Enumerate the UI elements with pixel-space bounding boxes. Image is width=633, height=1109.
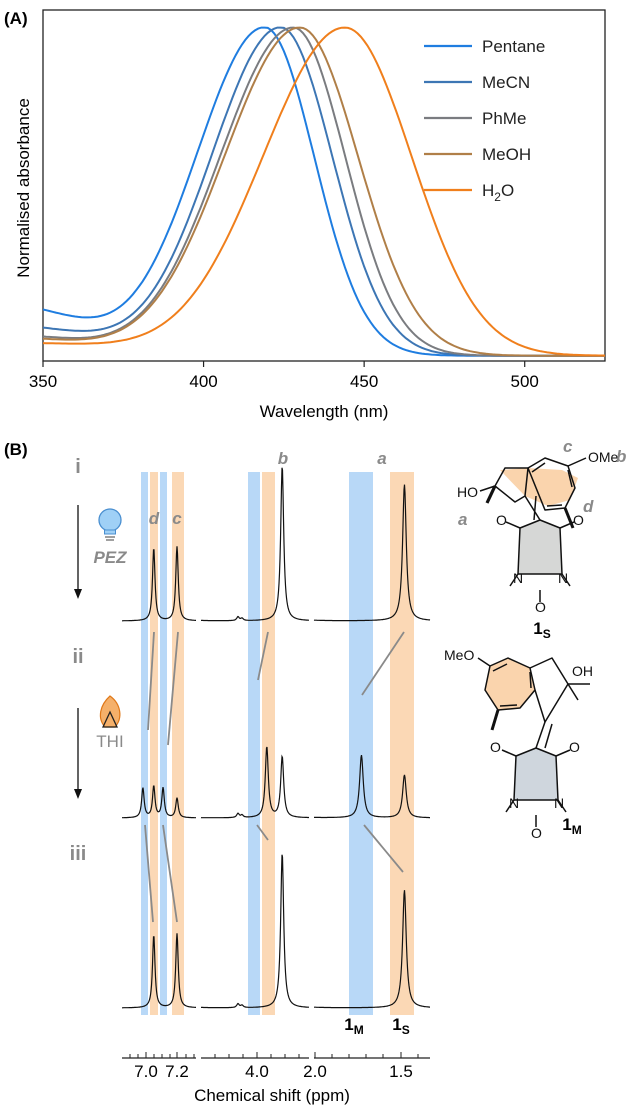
connector-6 — [162, 824, 178, 923]
structure-1m-labels: MeO OH O O N N O — [444, 647, 593, 841]
struct-letter-d: d — [583, 497, 594, 516]
band-aromatic-1m-d — [141, 472, 148, 1015]
connector-1 — [147, 631, 155, 731]
structure-1m — [477, 657, 590, 827]
band-methyl-1m — [349, 472, 373, 1015]
x-tick-label-450: 450 — [350, 372, 378, 391]
spectrum-i-segment-3 — [313, 484, 431, 622]
x-axis-ticks: 350 400 450 500 — [29, 361, 539, 391]
label-o-right: O — [573, 512, 584, 528]
panel-a-label: (A) — [4, 9, 28, 28]
label-o-left: O — [496, 512, 507, 528]
label-n-left: N — [513, 570, 523, 586]
panel-a-plot-frame — [42, 9, 606, 362]
structure-1s-letters: c b d a — [458, 437, 626, 529]
species-label-1s: 1S — [392, 1015, 409, 1037]
chemical-shift-axis: 7.0 7.2 4.0 2.0 1.5 — [122, 1052, 430, 1081]
label-o-bottom-m: O — [531, 825, 542, 841]
struct-letter-b: b — [616, 447, 626, 466]
label-n-right-m: N — [554, 795, 564, 811]
y-axis-label: Normalised absorbance — [14, 98, 33, 278]
legend: Pentane MeCN PhMe MeOH H2O — [424, 37, 545, 204]
structure-label-1m: 1M — [562, 815, 581, 837]
x-tick-label-500: 500 — [511, 372, 539, 391]
label-o-bottom: O — [535, 599, 546, 615]
panel-b-label: (B) — [4, 440, 28, 459]
connector-5 — [144, 824, 154, 923]
label-n-left-m: N — [509, 795, 519, 811]
peak-letter-c: c — [172, 509, 182, 528]
band-methoxy-1s — [262, 472, 275, 1015]
label-ho: HO — [457, 484, 478, 500]
label-n-right: N — [558, 570, 568, 586]
x-tick-label-400: 400 — [189, 372, 217, 391]
tick-7-2-label: 7.2 — [165, 1062, 189, 1081]
highlight-bands — [141, 472, 414, 1015]
stage-label-iii: iii — [70, 843, 87, 865]
spectrum-iii-segment-3 — [314, 890, 430, 1009]
label-o-right-m: O — [569, 739, 580, 755]
spectrum-iii-segment-2 — [201, 854, 309, 1009]
step-label-thi: THI — [96, 732, 123, 751]
legend-label-phme: PhMe — [482, 109, 526, 128]
structure-label-1s: 1S — [533, 619, 550, 641]
flame-icon — [99, 695, 121, 728]
stage-label-ii: ii — [72, 646, 83, 668]
legend-label-pentane: Pentane — [482, 37, 545, 56]
x-tick-label-350: 350 — [29, 372, 57, 391]
structure-1s — [479, 457, 587, 602]
spectrum-i-segment-2 — [201, 467, 309, 622]
chemical-shift-axis-label: Chemical shift (ppm) — [194, 1086, 350, 1105]
connector-8 — [363, 824, 404, 873]
step-label-pez: PEZ — [93, 548, 127, 567]
struct-letter-a: a — [458, 510, 467, 529]
spectrum-ii-segment-1 — [122, 785, 196, 819]
heat-step-arrow — [74, 708, 82, 799]
lightbulb-icon — [98, 508, 122, 541]
label-meo: MeO — [444, 647, 474, 663]
tick-4-0-label: 4.0 — [245, 1062, 269, 1081]
tick-2-0-label: 2.0 — [303, 1062, 327, 1081]
tick-7-0-label: 7.0 — [134, 1062, 158, 1081]
x-axis-label: Wavelength (nm) — [260, 402, 389, 421]
tick-1-5-label: 1.5 — [389, 1062, 413, 1081]
peak-connectors — [144, 631, 405, 923]
curve-meoh — [42, 26, 605, 357]
connector-7 — [256, 824, 269, 841]
struct-letter-c: c — [563, 437, 573, 456]
legend-label-mecn: MeCN — [482, 73, 530, 92]
connector-4 — [361, 631, 405, 696]
legend-label-meoh: MeOH — [482, 145, 531, 164]
band-methoxy-1m — [248, 472, 260, 1015]
panel-a: (A) 350 400 450 500 Wavelength (nm) Normali… — [4, 9, 606, 421]
structure-1s-labels: OMe HO O O N N O — [457, 449, 619, 615]
spectrum-ii-segment-3 — [314, 754, 430, 819]
light-step-arrow — [74, 505, 82, 599]
band-aromatic-1s-d — [150, 472, 158, 1015]
label-ome: OMe — [588, 449, 619, 465]
nmr-traces — [122, 467, 431, 1009]
peak-letter-a: a — [377, 449, 386, 468]
label-oh: OH — [572, 663, 593, 679]
spectrum-i-segment-1 — [122, 546, 196, 622]
absorbance-curves — [42, 26, 606, 357]
curve-h2o — [42, 26, 606, 357]
peak-letter-b: b — [278, 449, 288, 468]
label-o-left-m: O — [490, 739, 501, 755]
peak-letter-d: d — [149, 509, 160, 528]
stage-label-i: i — [75, 456, 81, 478]
band-aromatic-1s-c — [172, 472, 184, 1015]
connector-2 — [167, 631, 179, 746]
legend-label-h2o: H2O — [482, 181, 514, 204]
species-label-1m: 1M — [344, 1015, 363, 1037]
connector-3 — [257, 631, 269, 681]
band-aromatic-1m-c — [160, 472, 167, 1015]
spectrum-ii-segment-2 — [200, 746, 309, 819]
panel-b: (B) i ii iii PEZ THI d — [4, 437, 626, 1105]
spectrum-iii-segment-1 — [122, 933, 196, 1009]
